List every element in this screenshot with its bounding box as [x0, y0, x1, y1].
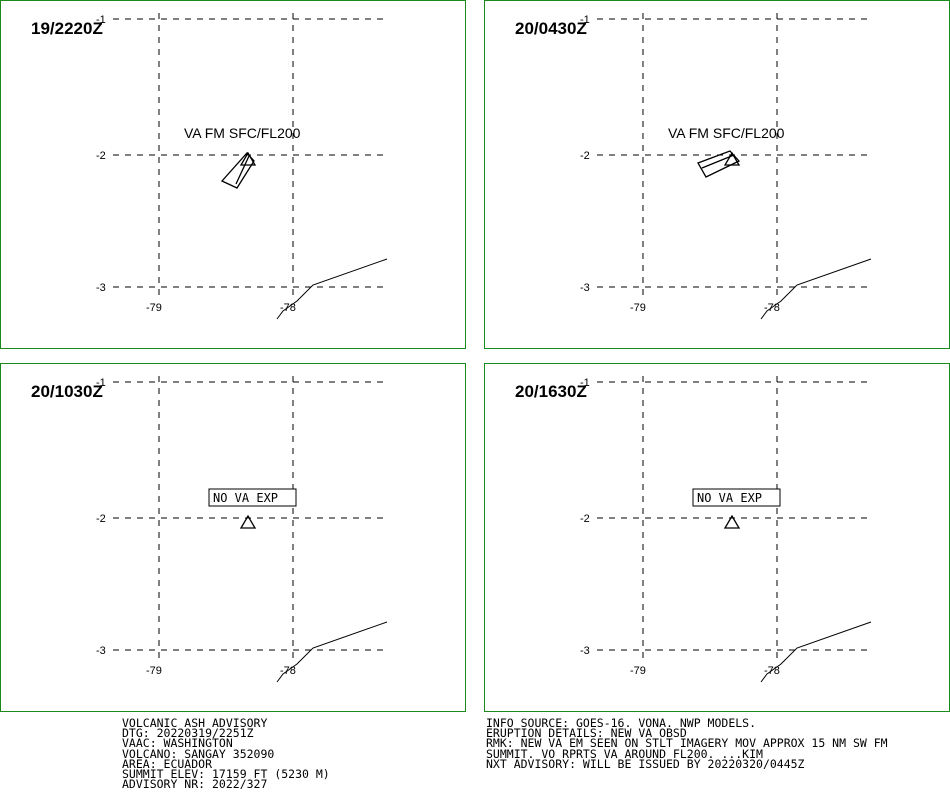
- volcano-symbol: [239, 514, 257, 529]
- latitude-label: -1: [580, 14, 590, 26]
- latitude-label: -2: [580, 513, 590, 525]
- ash-status-label: NO VA EXP: [697, 491, 762, 505]
- latitude-label: -2: [96, 150, 106, 162]
- latitude-label: -1: [96, 377, 106, 389]
- advisory-line: ADVISORY NR: 2022/327: [122, 777, 268, 792]
- boundary-line: [760, 621, 872, 683]
- latitude-label: -2: [96, 513, 106, 525]
- advisory-line: INFO SOURCE: GOES-16. VONA. NWP MODELS.: [486, 716, 757, 730]
- boundary-line: [276, 258, 388, 320]
- advisory-line: SUMMIT ELEV: 17159 FT (5230 M): [122, 767, 330, 782]
- latitude-label: -1: [580, 377, 590, 389]
- advisory-line: AREA: ECUADOR: [122, 756, 213, 771]
- forecast-panel: 20/1630Z -1 -2 -3 -79 -78 NO VA EXP: [484, 363, 950, 712]
- longitude-label: -79: [630, 665, 646, 677]
- ash-cloud-polygon: [220, 152, 255, 189]
- advisory-header-block: VOLCANIC ASH ADVISORY DTG: 20220319/2251Z…: [122, 716, 330, 792]
- longitude-label: -79: [630, 302, 646, 314]
- advisory-line: DTG: 20220319/2251Z: [122, 726, 254, 741]
- valid-time-label: 19/2220Z: [31, 19, 103, 38]
- ash-status-label: NO VA EXP: [213, 491, 278, 505]
- longitude-label: -79: [146, 665, 162, 677]
- advisory-line: ERUPTION DETAILS: NEW VA OBSD: [486, 726, 687, 741]
- ash-cloud-polygon: [697, 150, 741, 178]
- ash-altitude-label: VA FM SFC/FL200: [668, 125, 785, 141]
- no-ash-box: NO VA EXP: [208, 488, 297, 507]
- forecast-panel: 20/0430Z -1 -2 -3 -79 -78 VA FM SFC/FL200: [484, 0, 950, 349]
- latitude-label: -3: [96, 645, 106, 657]
- advisory-line: VAAC: WASHINGTON: [122, 736, 233, 751]
- latitude-label: -2: [580, 150, 590, 162]
- advisory-remarks-block: INFO SOURCE: GOES-16. VONA. NWP MODELS. E…: [486, 716, 888, 771]
- advisory-line: VOLCANO: SANGAY 352090: [122, 746, 275, 761]
- boundary-line: [276, 621, 388, 683]
- valid-time-label: 20/0430Z: [515, 19, 587, 38]
- longitude-label: -79: [146, 302, 162, 314]
- ash-altitude-label: VA FM SFC/FL200: [184, 125, 301, 141]
- advisory-line: NXT ADVISORY: WILL BE ISSUED BY 20220320…: [486, 756, 805, 771]
- forecast-panel: 20/1030Z -1 -2 -3 -79 -78 NO VA EXP: [0, 363, 466, 712]
- valid-time-label: 20/1630Z: [515, 382, 587, 401]
- advisory-line: SUMMIT. VO RPRTS VA AROUND FL200. ...KIM: [486, 746, 763, 761]
- latitude-label: -3: [580, 282, 590, 294]
- boundary-line: [760, 258, 872, 320]
- latitude-label: -3: [96, 282, 106, 294]
- no-ash-box: NO VA EXP: [692, 488, 781, 507]
- latitude-label: -1: [96, 14, 106, 26]
- forecast-panel: 19/2220Z -1 -2 -3 -79 -78 VA FM SFC/FL200: [0, 0, 466, 349]
- advisory-line: RMK: NEW VA EM SEEN ON STLT IMAGERY MOV …: [486, 736, 888, 751]
- latitude-label: -3: [580, 645, 590, 657]
- valid-time-label: 20/1030Z: [31, 382, 103, 401]
- advisory-line: VOLCANIC ASH ADVISORY: [122, 716, 268, 730]
- volcano-symbol: [723, 514, 741, 529]
